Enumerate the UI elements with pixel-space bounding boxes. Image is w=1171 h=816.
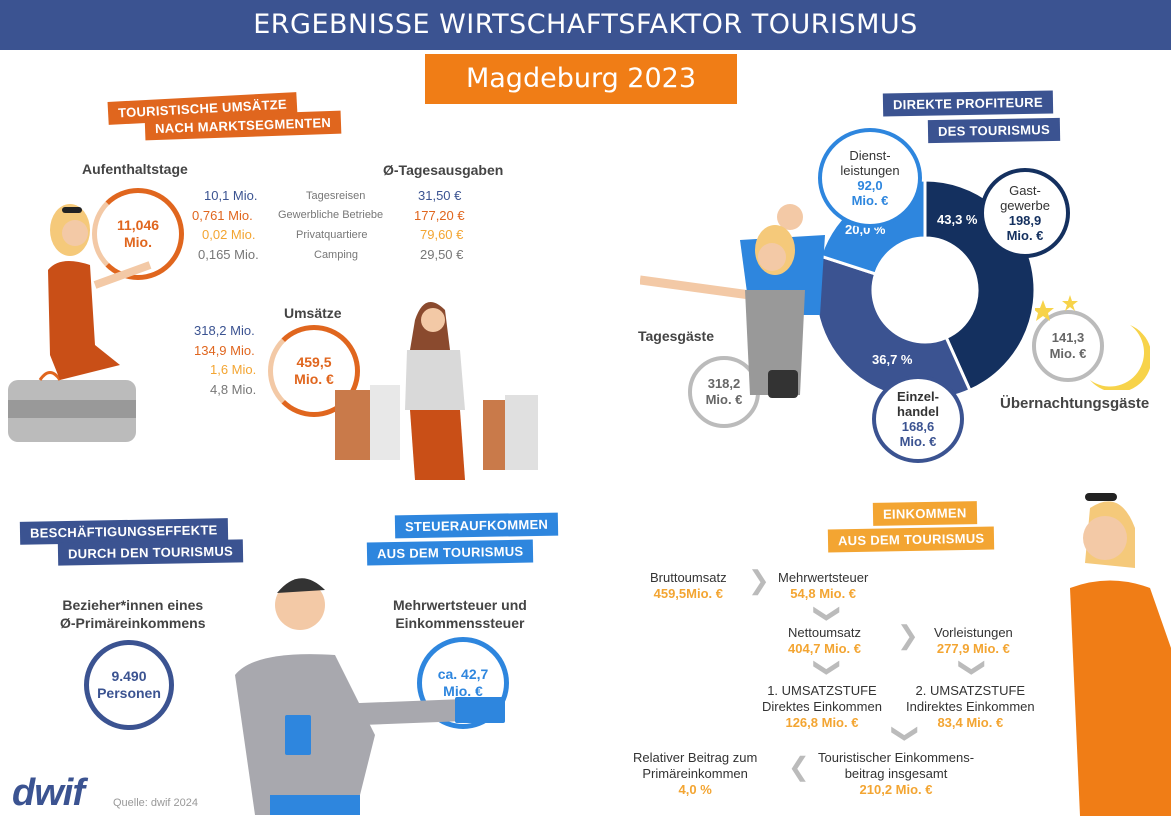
uebernachtung-ring: 141,3 Mio. € bbox=[1032, 310, 1104, 382]
donut-slice-1 bbox=[813, 254, 972, 402]
ausgaben-value: 29,50 € bbox=[420, 247, 464, 262]
steuer-label: Mehrwertsteuer und Einkommenssteuer bbox=[393, 597, 527, 631]
einkommen-tag-2: AUS DEM TOURISMUS bbox=[827, 526, 995, 553]
chevron-right-icon: ❯ bbox=[897, 620, 919, 650]
umsaetze-label: Umsätze bbox=[284, 305, 342, 321]
man-illustration bbox=[235, 578, 505, 815]
umsatz-value: 134,9 Mio. bbox=[194, 343, 255, 358]
slice-percent-label: 43,3 % bbox=[937, 212, 978, 227]
uebernachtung-label: Übernachtungsgäste bbox=[1000, 395, 1150, 412]
gesamt-item: Touristischer Einkommens-beitrag insgesa… bbox=[818, 750, 975, 797]
aufenthaltstage-label: Aufenthaltstage bbox=[82, 161, 188, 177]
beschaeftigung-ring: 9.490 Personen bbox=[84, 640, 174, 730]
page-title: ERGEBNISSE WIRTSCHAFTSFAKTOR TOURISMUS bbox=[0, 0, 1171, 50]
segment-label: Privatquartiere bbox=[296, 229, 368, 241]
einkommen-tag-1: EINKOMMEN bbox=[872, 501, 977, 526]
profiteure-tag-1: DIREKTE PROFITEURE bbox=[882, 90, 1054, 117]
tage-value: 0,02 Mio. bbox=[202, 227, 256, 242]
chevron-down-icon: ❯ bbox=[813, 656, 844, 679]
ausgaben-value: 31,50 € bbox=[418, 188, 462, 203]
tourists-illustration bbox=[640, 204, 825, 398]
mwst-item: Mehrwertsteuer 54,8 Mio. € bbox=[778, 570, 869, 601]
segment-label: Gewerbliche Betriebe bbox=[278, 209, 384, 221]
umsaetze-ring: 459,5 Mio. € bbox=[268, 325, 360, 417]
source-note: Quelle: dwif 2024 bbox=[113, 797, 198, 809]
stufe1-item: 1. UMSATZSTUFE Direktes Einkommen 126,8 Mi… bbox=[762, 683, 882, 730]
chevron-down-icon: ❯ bbox=[891, 722, 922, 745]
profiteure-tag-2: DES TOURISMUS bbox=[927, 117, 1061, 144]
moon-stars-illustration bbox=[1035, 295, 1150, 390]
ausgaben-value: 177,20 € bbox=[414, 208, 465, 223]
umsatz-value: 4,8 Mio. bbox=[210, 382, 257, 397]
segment-label: Camping bbox=[314, 249, 359, 261]
tage-value: 10,1 Mio. bbox=[204, 188, 258, 203]
einzelhandel-ring: Einzel-handel 168,6 Mio. € bbox=[872, 375, 964, 463]
umsatz-value: 1,6 Mio. bbox=[210, 362, 257, 377]
relativ-item: Relativer Beitrag zum Primäreinkommen 4,0 … bbox=[633, 750, 758, 797]
beschaeftigung-label: Bezieher*innen eines Ø-Primäreinkommens bbox=[60, 597, 206, 631]
gastgewerbe-ring: Gast-gewerbe 198,9 Mio. € bbox=[980, 168, 1070, 258]
chevron-down-icon: ❯ bbox=[958, 656, 989, 679]
dienstleistungen-ring: Dienst-leistungen 92,0 Mio. € bbox=[818, 128, 922, 228]
tage-value: 0,761 Mio. bbox=[192, 208, 253, 223]
steuer-tag-1: STEUERAUFKOMMEN bbox=[394, 512, 559, 539]
tagesausgaben-label: Ø-Tagesausgaben bbox=[383, 162, 504, 178]
shopper-illustration bbox=[335, 302, 538, 480]
netto-item: Nettoumsatz 404,7 Mio. € bbox=[788, 625, 861, 656]
chevron-left-icon: ❯ bbox=[788, 756, 810, 786]
steuer-ring: ca. 42,7 Mio. € bbox=[417, 637, 509, 729]
woman-thinking-illustration bbox=[1070, 493, 1171, 816]
umsatz-value: 318,2 Mio. bbox=[194, 323, 255, 338]
chevron-down-icon: ❯ bbox=[813, 602, 844, 625]
steuer-tag-2: AUS DEM TOURISMUS bbox=[366, 539, 534, 566]
stufe2-item: 2. UMSATZSTUFE Indirektes Einkommen 83,4 M… bbox=[906, 683, 1035, 730]
segment-label: Tagesreisen bbox=[306, 190, 366, 202]
brutto-item: Bruttoumsatz 459,5Mio. € bbox=[650, 570, 727, 601]
traveler-illustration bbox=[8, 204, 152, 442]
aufenthaltstage-ring: 11,046 Mio. bbox=[92, 188, 184, 280]
chevron-right-icon: ❯ bbox=[748, 565, 770, 595]
vorleistungen-item: Vorleistungen 277,9 Mio. € bbox=[934, 625, 1013, 656]
beschaeftigung-tag-2: DURCH DEN TOURISMUS bbox=[57, 539, 244, 566]
page-subtitle: Magdeburg 2023 bbox=[425, 54, 737, 104]
tagesgaeste-label: Tagesgäste bbox=[638, 328, 714, 344]
slice-percent-label: 36,7 % bbox=[872, 352, 913, 367]
dwif-logo: dwif bbox=[12, 772, 85, 814]
ausgaben-value: 79,60 € bbox=[420, 227, 464, 242]
tage-value: 0,165 Mio. bbox=[198, 247, 259, 262]
